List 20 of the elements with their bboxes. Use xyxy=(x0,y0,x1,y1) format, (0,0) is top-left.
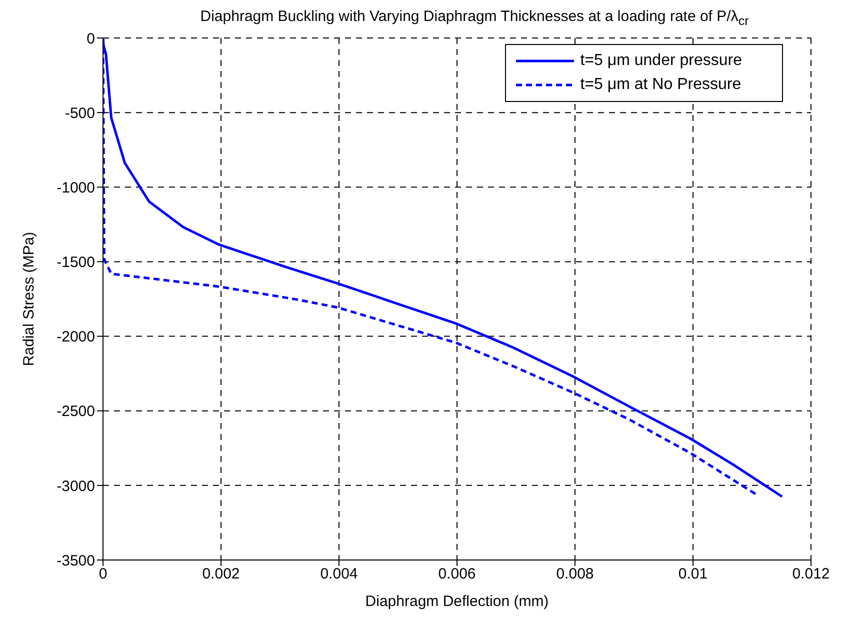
y-tick-label: -3000 xyxy=(56,478,95,495)
legend-label: t=5 μm at No Pressure xyxy=(580,76,742,94)
y-tick-label: -2000 xyxy=(56,328,95,346)
x-tick-label: 0 xyxy=(98,566,108,583)
legend-label: t=5 μm under pressure xyxy=(580,52,742,70)
x-tick-label: 0.006 xyxy=(438,566,476,583)
x-axis-title: Diaphragm Deflection (mm) xyxy=(365,593,549,610)
y-tick-label: -1500 xyxy=(56,254,95,272)
x-tick-label: 0.002 xyxy=(202,566,240,583)
y-axis-title: Radial Stress (MPa) xyxy=(20,232,38,366)
x-tick-label: 0.004 xyxy=(320,566,358,583)
y-tick-label: 0 xyxy=(86,30,95,48)
x-tick-label: 0.008 xyxy=(556,566,594,583)
y-tick-label: -3500 xyxy=(56,552,95,570)
y-tick-label: -2500 xyxy=(56,403,95,420)
x-tick-label: 0.012 xyxy=(792,566,830,583)
y-tick-label: -1000 xyxy=(56,179,95,196)
x-tick-label: 0.01 xyxy=(678,566,708,583)
y-tick-label: -500 xyxy=(64,104,95,122)
chart-title: Diaphragm Buckling with Varying Diaphragm Thicknesses at a loading rate of P/λ$_{cr}$ xyxy=(199,8,750,30)
